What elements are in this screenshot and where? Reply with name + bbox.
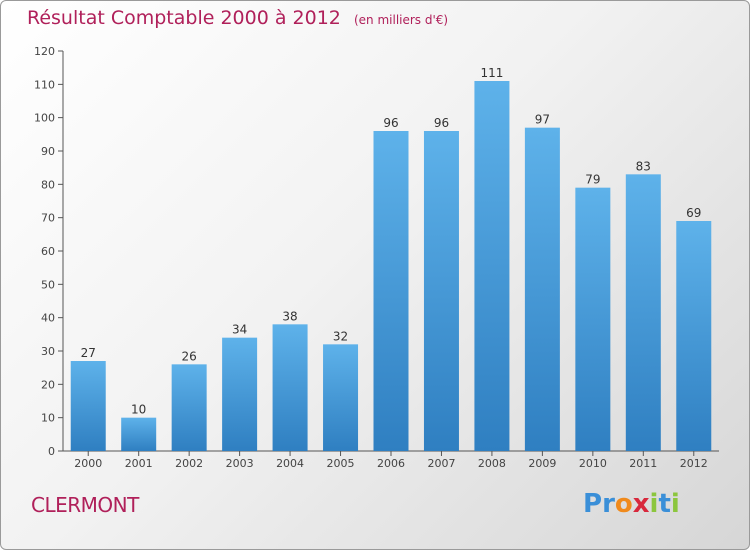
data-label: 79 [585, 173, 600, 187]
data-label: 27 [81, 346, 96, 360]
data-label: 69 [686, 206, 701, 220]
bar [70, 361, 106, 451]
logo-letter: o [614, 489, 633, 519]
x-tick-label: 2010 [579, 457, 607, 470]
y-tick-label: 90 [41, 145, 55, 158]
x-tick-label: 2005 [327, 457, 355, 470]
bar [272, 324, 308, 451]
data-label: 10 [131, 403, 146, 417]
bar [222, 337, 258, 451]
logo-letter: P [583, 489, 603, 519]
y-tick-label: 70 [41, 212, 55, 225]
bar [575, 187, 611, 451]
bar [524, 127, 560, 452]
bar [373, 131, 409, 451]
data-label: 111 [480, 66, 503, 80]
x-tick-label: 2007 [427, 457, 455, 470]
y-tick-label: 80 [41, 178, 55, 191]
y-tick-label: 110 [34, 78, 55, 91]
proxiti-logo[interactable]: Proxiti [583, 489, 680, 519]
bar [121, 417, 157, 451]
logo-letter: t [658, 489, 671, 519]
x-tick-label: 2000 [74, 457, 102, 470]
bar [423, 131, 459, 451]
commune-name: CLERMONT [31, 493, 139, 517]
x-tick-label: 2012 [680, 457, 708, 470]
data-label: 97 [535, 113, 550, 127]
y-tick-label: 30 [41, 345, 55, 358]
x-tick-label: 2006 [377, 457, 405, 470]
logo-letter: x [632, 489, 650, 519]
y-tick-label: 120 [34, 45, 55, 58]
logo-letter: r [602, 489, 615, 519]
y-tick-label: 0 [48, 445, 55, 458]
x-tick-label: 2009 [528, 457, 556, 470]
y-tick-label: 40 [41, 312, 55, 325]
x-tick-label: 2004 [276, 457, 304, 470]
y-tick-label: 10 [41, 412, 55, 425]
logo-letter: i [649, 489, 659, 519]
chart-title: Résultat Comptable 2000 à 2012 [27, 7, 341, 29]
x-tick-label: 2002 [175, 457, 203, 470]
title-row: Résultat Comptable 2000 à 2012 (en milli… [27, 7, 448, 29]
bar [474, 81, 510, 451]
data-label: 34 [232, 323, 247, 337]
data-label: 96 [383, 116, 398, 130]
y-tick-label: 20 [41, 378, 55, 391]
bar [323, 344, 359, 451]
x-tick-label: 2001 [125, 457, 153, 470]
bar [171, 364, 207, 451]
bar [676, 221, 712, 451]
data-label: 38 [282, 309, 297, 323]
y-tick-label: 100 [34, 112, 55, 125]
data-label: 26 [182, 349, 197, 363]
chart-unit: (en milliers d'€) [353, 13, 449, 27]
y-tick-label: 60 [41, 245, 55, 258]
bar [625, 174, 661, 452]
data-label: 83 [636, 159, 651, 173]
data-label: 96 [434, 116, 449, 130]
logo-letter: i [670, 489, 680, 519]
x-tick-label: 2011 [629, 457, 657, 470]
x-tick-label: 2008 [478, 457, 506, 470]
y-tick-label: 50 [41, 278, 55, 291]
x-tick-label: 2003 [226, 457, 254, 470]
data-label: 32 [333, 329, 348, 343]
